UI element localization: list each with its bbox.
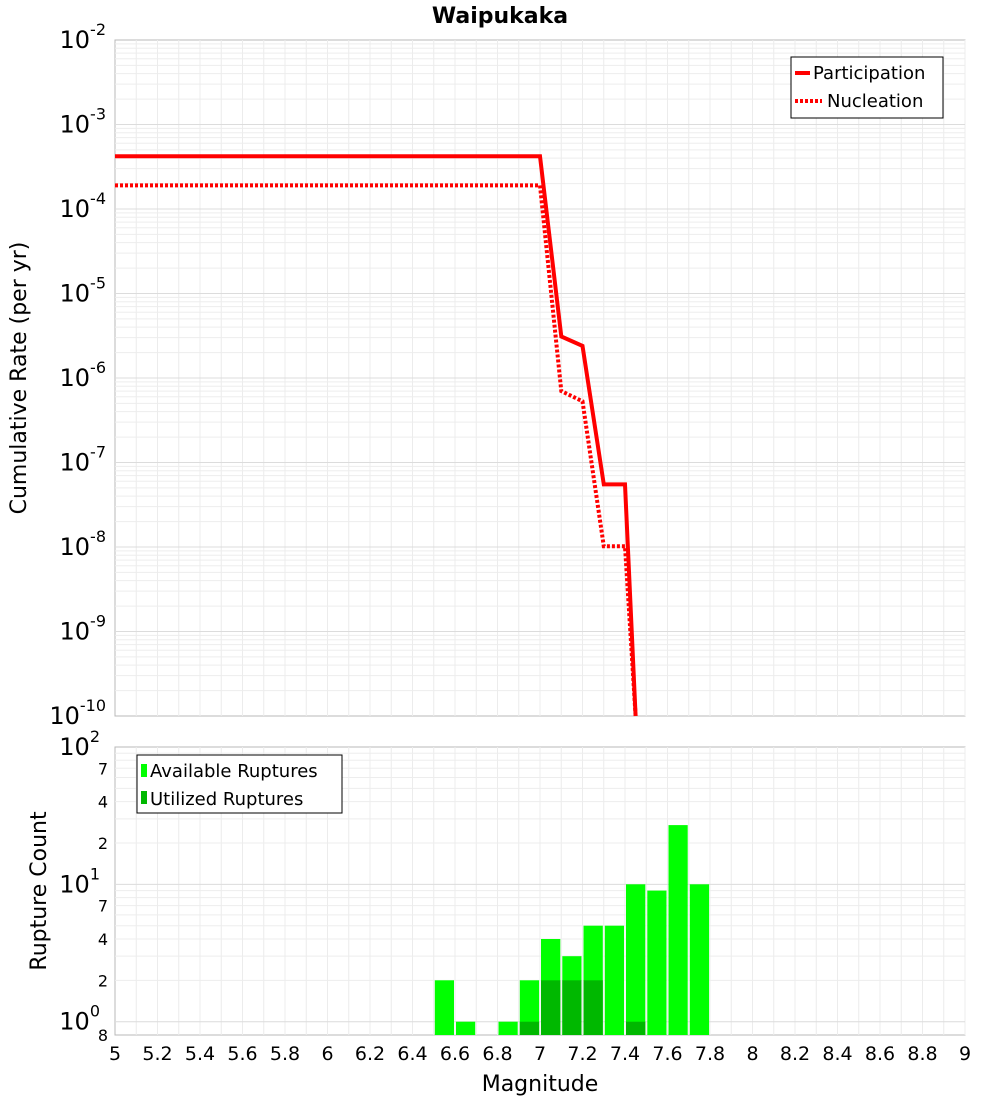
x-tick-label: 6.2	[355, 1043, 385, 1065]
available-rupture-bar	[434, 980, 454, 1035]
legend-utilized-swatch	[141, 791, 147, 804]
y-tick-label: 10-6	[60, 358, 107, 392]
rate-legend-box	[790, 56, 944, 119]
y-tick-label: 10-2	[60, 20, 107, 54]
x-tick-label: 5.4	[185, 1043, 215, 1065]
y-tick-label: 10-7	[60, 443, 107, 477]
x-tick-label: 7.6	[652, 1043, 682, 1065]
x-tick-label: 9	[959, 1043, 971, 1065]
legend-available-swatch	[141, 764, 147, 777]
available-rupture-bar	[668, 825, 688, 1035]
available-rupture-bar	[647, 890, 667, 1035]
utilized-rupture-bar	[583, 980, 603, 1035]
rate-y-ticks: 10-2 10-3 10-4 10-5 10-6 10-7 10-8 10-9 10-10	[49, 20, 106, 730]
utilized-rupture-bar	[626, 1021, 646, 1035]
y-tick-label: 7	[98, 759, 108, 778]
y-tick-label: 7	[98, 897, 108, 916]
count-legend-box	[136, 754, 343, 814]
count-y-axis-label: Rupture Count	[27, 811, 52, 971]
count-plot-bars	[434, 825, 710, 1035]
x-axis-label: Magnitude	[482, 1072, 599, 1097]
y-tick-label: 10-10	[49, 696, 106, 730]
rate-plot: 10-2 10-3 10-4 10-5 10-6 10-7 10-8 10-9 10-10 Cu…	[7, 20, 966, 730]
y-tick-label: 10-3	[60, 105, 107, 139]
y-tick-label: 2	[98, 834, 108, 853]
x-tick-label: 5.6	[227, 1043, 257, 1065]
x-tick-label: 8	[746, 1043, 758, 1065]
legend-participation-label: Participation	[813, 63, 925, 84]
y-tick-label: 8	[98, 1026, 108, 1045]
y-tick-label: 10-5	[60, 274, 107, 308]
chart-title: Waipukaka	[432, 4, 568, 29]
legend-nucleation-label: Nucleation	[827, 91, 923, 112]
y-tick-label: 10-9	[60, 612, 107, 646]
rate-plot-series	[115, 154, 638, 717]
x-tick-label: 5.2	[142, 1043, 172, 1065]
count-plot-grid	[115, 747, 966, 1035]
x-tick-label: 7.8	[695, 1043, 725, 1065]
y-tick-label: 10-4	[60, 189, 107, 223]
nucleation-line	[115, 183, 638, 717]
y-tick-label: 101	[59, 864, 100, 898]
x-tick-label: 8.2	[780, 1043, 810, 1065]
count-legend: Available Ruptures Utilized Ruptures	[136, 754, 343, 814]
y-tick-label: 4	[98, 793, 108, 812]
x-tick-label: 8.4	[822, 1043, 852, 1065]
x-tick-label: 6.8	[482, 1043, 512, 1065]
y-tick-label: 102	[59, 727, 100, 761]
legend-utilized-label: Utilized Ruptures	[150, 789, 303, 810]
available-rupture-bar	[689, 884, 710, 1035]
rate-y-axis-label: Cumulative Rate (per yr)	[7, 242, 32, 515]
available-rupture-bar	[456, 1021, 476, 1035]
participation-line	[115, 154, 638, 717]
y-tick-label: 2	[98, 971, 108, 990]
x-tick-label: 8.8	[907, 1043, 937, 1065]
y-tick-label: 4	[98, 930, 108, 949]
available-rupture-bar	[519, 980, 540, 1035]
rate-plot-grid	[115, 40, 966, 716]
x-tick-label: 7.2	[567, 1043, 597, 1065]
utilized-rupture-bar	[562, 980, 582, 1035]
available-rupture-bar	[498, 1021, 518, 1035]
x-tick-label: 5	[109, 1043, 121, 1065]
x-tick-label: 6.4	[397, 1043, 427, 1065]
magnitude-x-ticks: 5 5.2 5.4 5.6 5.8 6 6.2 6.4 6.6 6.8 7 7.2 7.4 7.6 7.8 8…	[109, 1043, 971, 1065]
available-rupture-bar	[626, 884, 646, 1035]
x-tick-label: 7	[534, 1043, 546, 1065]
available-rupture-bar	[604, 925, 624, 1035]
x-tick-label: 6	[321, 1043, 333, 1065]
legend-available-label: Available Ruptures	[150, 761, 318, 782]
utilized-rupture-bar	[541, 980, 561, 1035]
y-tick-label: 10-8	[60, 527, 107, 561]
x-tick-label: 8.6	[865, 1043, 895, 1065]
y-tick-label: 100	[59, 1002, 100, 1036]
x-tick-label: 6.6	[440, 1043, 470, 1065]
rate-legend: Participation Nucleation	[790, 56, 944, 119]
x-tick-label: 7.4	[610, 1043, 640, 1065]
utilized-rupture-bar	[519, 1021, 540, 1035]
x-tick-label: 5.8	[270, 1043, 300, 1065]
